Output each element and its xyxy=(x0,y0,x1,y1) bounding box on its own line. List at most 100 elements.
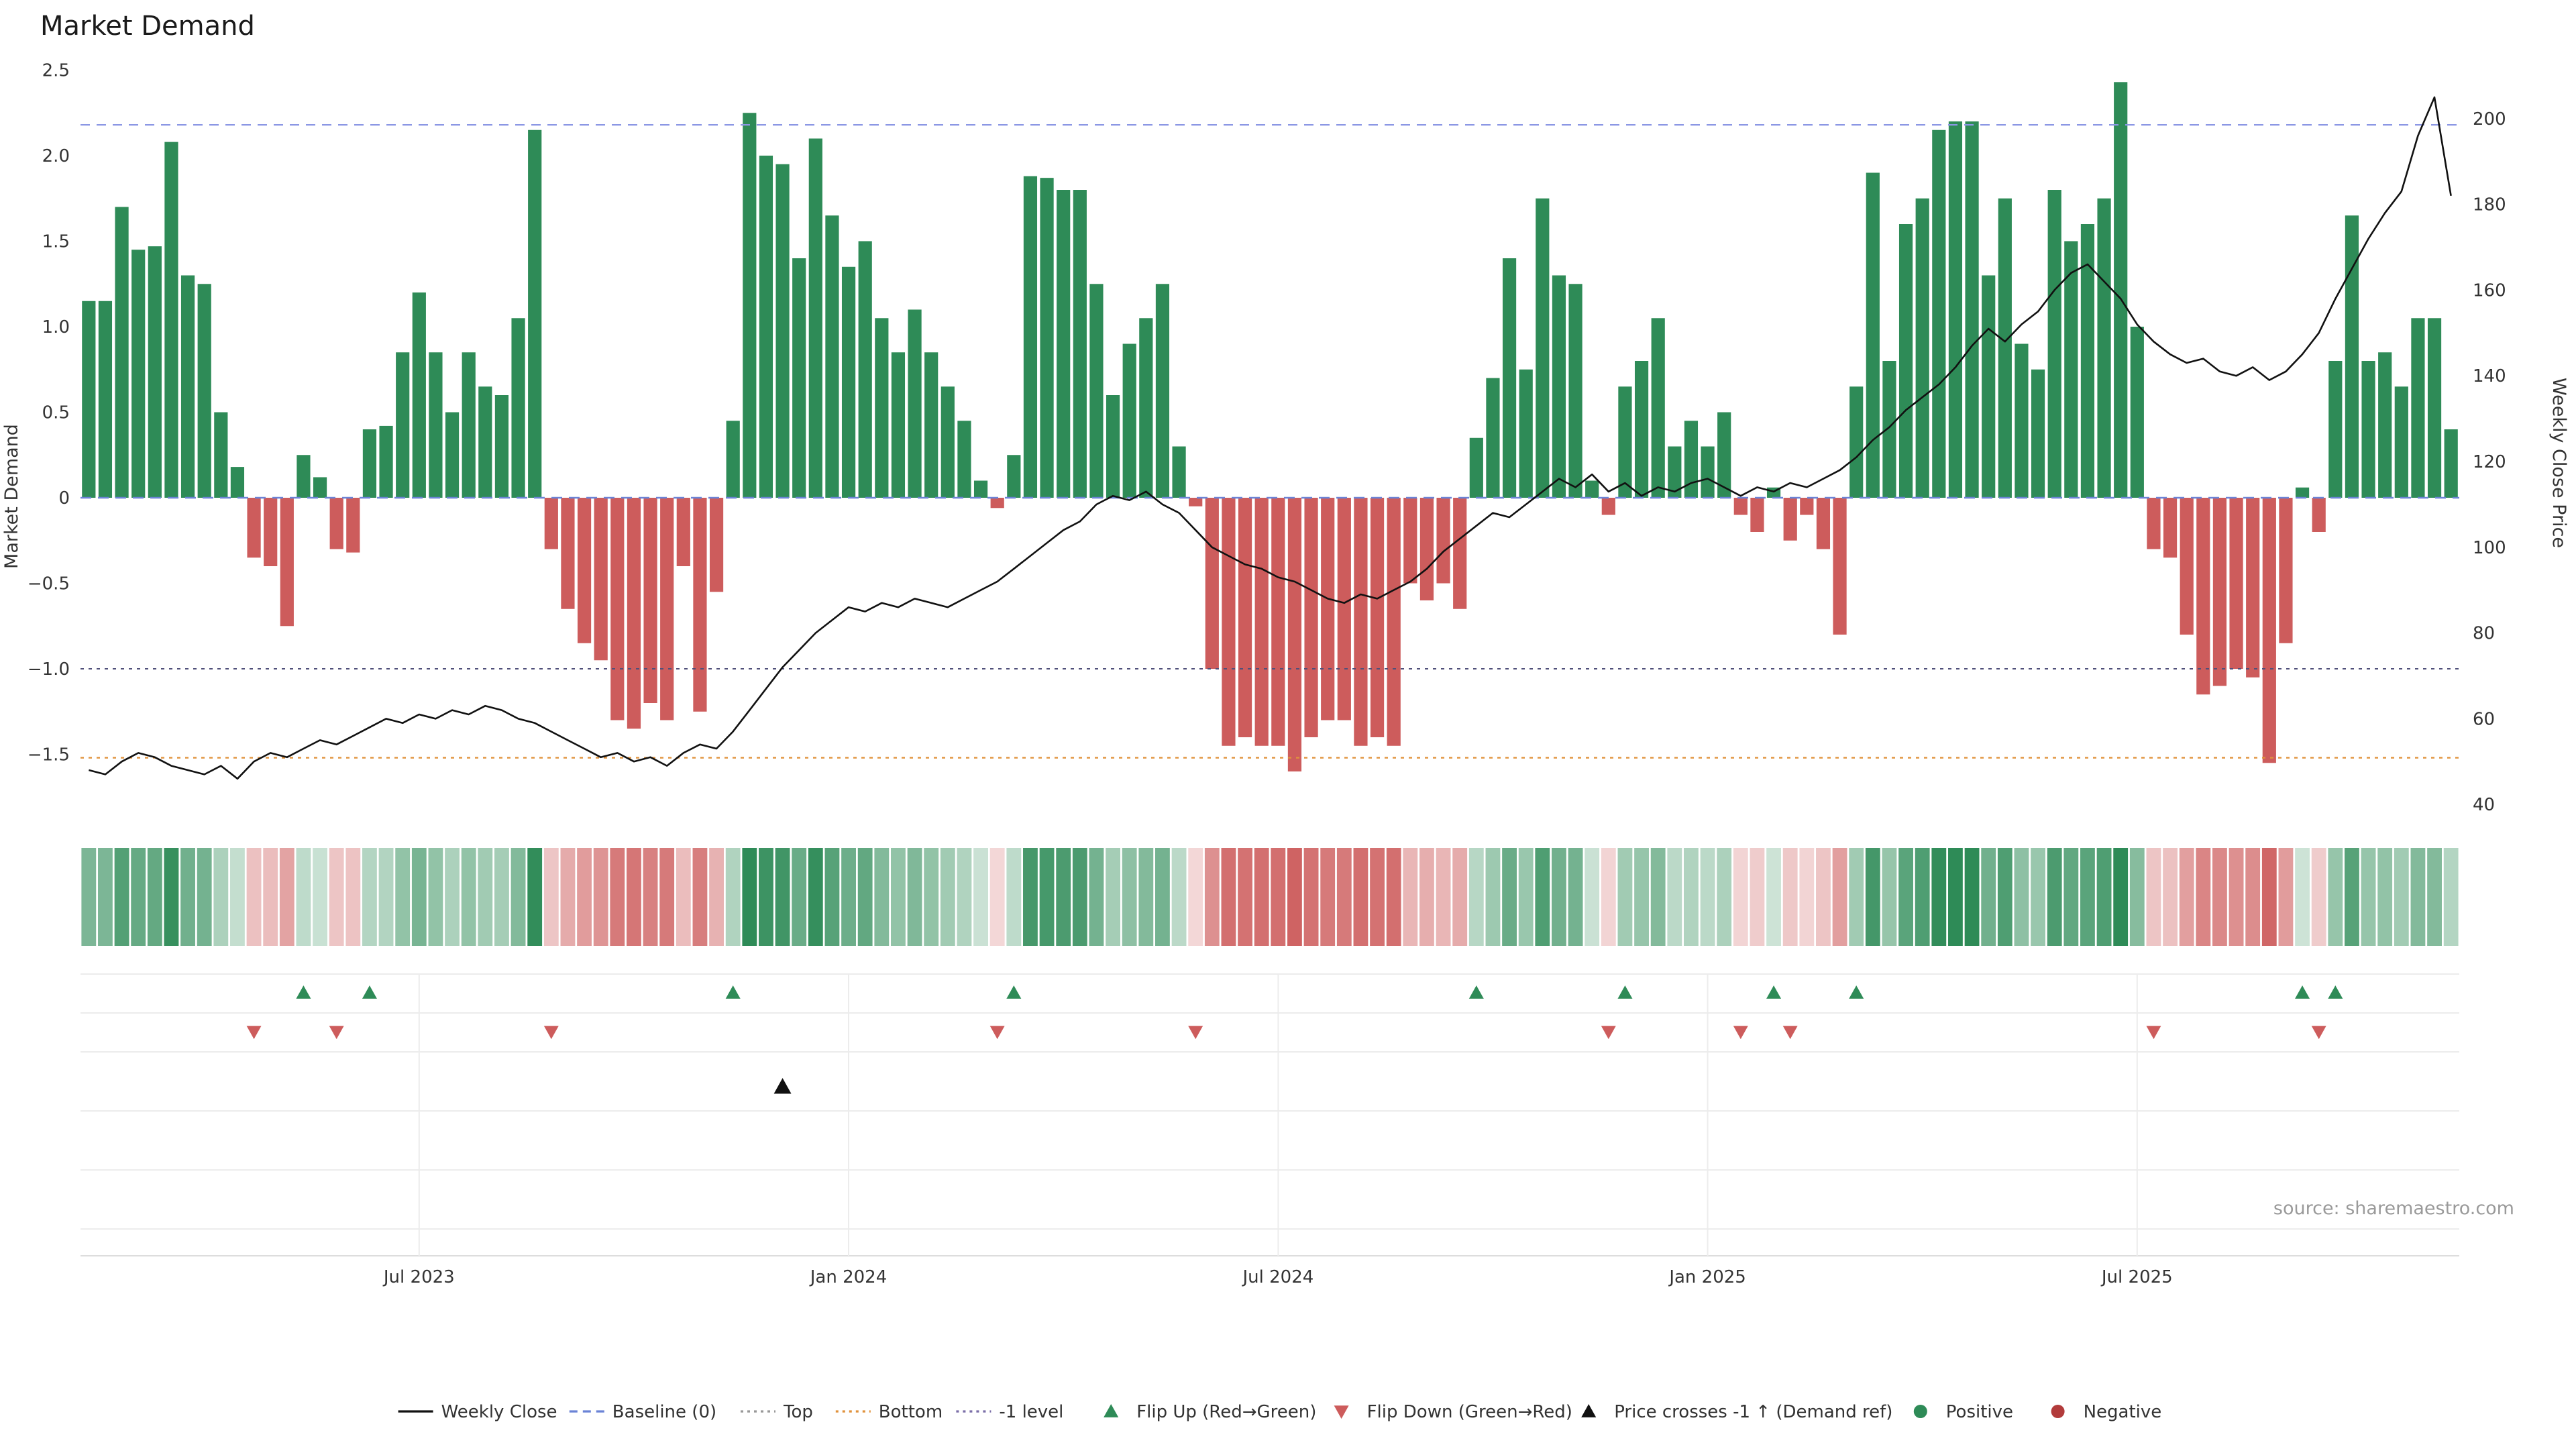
legend-label: Flip Up (Red→Green) xyxy=(1136,1402,1316,1422)
legend-item-minus1-level: -1 level xyxy=(956,1402,1063,1422)
heatmap-cell xyxy=(1502,848,1517,946)
demand-bar-negative xyxy=(2246,498,2260,678)
reference-lines xyxy=(80,124,2459,759)
heatmap-cell xyxy=(1552,848,1566,946)
demand-bar-positive xyxy=(1668,446,1682,498)
heatmap-cell xyxy=(973,848,988,946)
heatmap-cell xyxy=(1056,848,1071,946)
demand-bar-negative xyxy=(1238,498,1252,737)
demand-bar-negative xyxy=(1205,498,1219,669)
heatmap-cell xyxy=(1585,848,1600,946)
flip-down-marker xyxy=(246,1026,262,1039)
demand-bar-positive xyxy=(362,429,377,498)
heatmap-cell xyxy=(1336,848,1352,946)
heatmap-cell xyxy=(1535,848,1550,946)
heatmap-cell xyxy=(2410,848,2426,946)
heatmap-cell xyxy=(1750,848,1765,946)
left-axis-label: Market Demand xyxy=(1,424,22,569)
heatmap-cell xyxy=(362,848,377,946)
heatmap-cell xyxy=(2427,848,2442,946)
heatmap-cell xyxy=(1122,848,1137,946)
heatmap-cell xyxy=(1997,848,2012,946)
left-axis-tick: 0.5 xyxy=(42,403,70,423)
legend-label: Top xyxy=(783,1402,813,1422)
demand-bar-negative xyxy=(610,498,625,720)
heatmap-cell xyxy=(1898,848,1913,946)
demand-bar-positive xyxy=(2114,82,2128,498)
right-axis-tick: 60 xyxy=(2473,709,2495,729)
heatmap-cell xyxy=(395,848,411,946)
heatmap-cell xyxy=(1782,848,1798,946)
demand-bar-negative xyxy=(2279,498,2293,643)
x-axis-tick: Jul 2023 xyxy=(382,1267,455,1287)
demand-bar-negative xyxy=(2163,498,2178,558)
left-axis-tick: 1.0 xyxy=(42,317,70,337)
heatmap-cell xyxy=(1452,848,1468,946)
heatmap-cell xyxy=(1370,848,1385,946)
demand-bar-positive xyxy=(2427,318,2442,498)
demand-bar-positive xyxy=(1502,258,1517,498)
heatmap-cell xyxy=(2261,848,2277,946)
demand-bar-positive xyxy=(445,412,460,498)
flip-markers xyxy=(246,985,2343,1094)
demand-bar-positive xyxy=(941,386,955,498)
demand-bar-positive xyxy=(841,266,856,498)
demand-bar-negative xyxy=(1222,498,1236,746)
left-axis-tick: −1.5 xyxy=(28,745,70,765)
heatmap-cell xyxy=(2278,848,2294,946)
right-axis-tick: 200 xyxy=(2473,109,2506,129)
left-axis-tick: 2.0 xyxy=(42,146,70,166)
demand-bar-positive xyxy=(164,142,178,498)
demand-bar-positive xyxy=(1948,121,1963,498)
legend-item-price-cross: Price crosses -1 ↑ (Demand ref) xyxy=(1581,1402,1892,1422)
heatmap-cell xyxy=(296,848,311,946)
flip-down-marker xyxy=(543,1026,559,1039)
heatmap-cell xyxy=(1403,848,1418,946)
flip-down-marker xyxy=(1782,1026,1798,1039)
demand-bar-positive xyxy=(743,113,757,498)
demand-bar-positive xyxy=(2378,352,2392,498)
heatmap-cell xyxy=(2047,848,2062,946)
demand-bar-positive xyxy=(1882,361,1896,498)
heatmap-cell xyxy=(445,848,460,946)
demand-bar-negative xyxy=(1287,498,1302,771)
heatmap-cell xyxy=(2063,848,2079,946)
demand-bar-positive xyxy=(1717,412,1731,498)
demand-bar-positive xyxy=(2444,429,2458,498)
legend-item-top: Top xyxy=(741,1402,813,1422)
demand-bar-positive xyxy=(1040,178,1054,498)
flip-up-marker xyxy=(296,985,311,999)
demand-bar-negative xyxy=(990,498,1004,508)
heatmap-cell xyxy=(725,848,741,946)
heatmap-cell xyxy=(1023,848,1038,946)
demand-bar-positive xyxy=(1536,198,1550,498)
flip-up-legend-icon xyxy=(1104,1404,1119,1417)
heatmap-cell xyxy=(81,848,97,946)
legend-item-weekly-close: Weekly Close xyxy=(398,1402,557,1422)
heatmap-cell xyxy=(1849,848,1864,946)
heatmap-cell xyxy=(2328,848,2343,946)
heatmap-cell xyxy=(2377,848,2393,946)
heatmap-cell xyxy=(1650,848,1666,946)
right-axis-tick: 80 xyxy=(2473,624,2495,644)
demand-bar-positive xyxy=(924,352,938,498)
heatmap-cell xyxy=(1684,848,1699,946)
page-title: Market Demand xyxy=(40,11,255,42)
right-axis-tick: 120 xyxy=(2473,452,2506,472)
heatmap-cell xyxy=(1634,848,1649,946)
heatmap-cell xyxy=(874,848,890,946)
legend-label: Flip Down (Green→Red) xyxy=(1367,1402,1572,1422)
heatmap-cell xyxy=(164,848,179,946)
heatmap-cell xyxy=(478,848,493,946)
demand-bar-positive xyxy=(825,215,839,498)
chart-legend: Weekly Close Baseline (0) Top Bottom -1 leve… xyxy=(398,1402,2161,1422)
demand-bar-positive xyxy=(148,246,162,498)
right-axis-label: Weekly Close Price xyxy=(2548,378,2569,548)
heatmap-cell xyxy=(1320,848,1336,946)
heatmap-cell xyxy=(147,848,162,946)
demand-bar-positive xyxy=(1106,395,1120,498)
heatmap-cell xyxy=(329,848,344,946)
heatmap-cell xyxy=(1238,848,1252,946)
heatmap-cell xyxy=(775,848,790,946)
